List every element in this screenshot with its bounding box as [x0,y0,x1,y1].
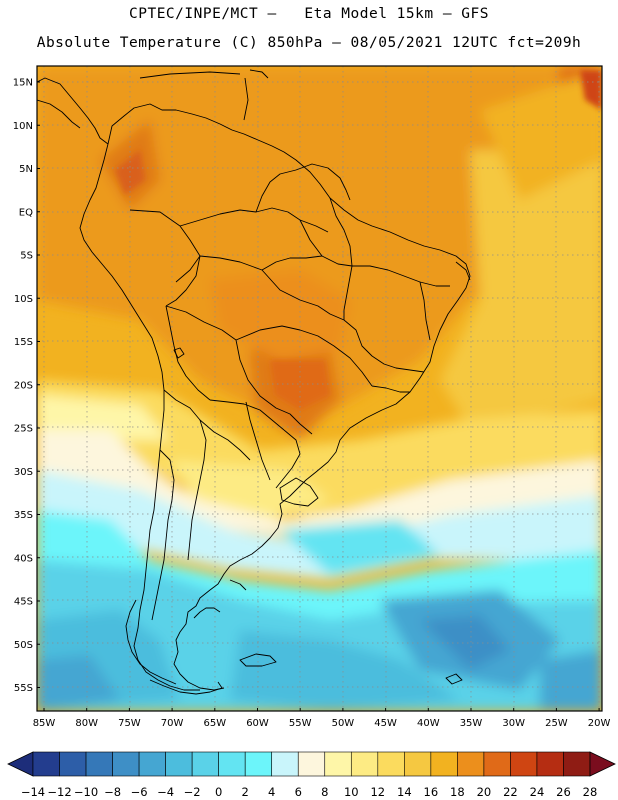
colorbar-label: 10 [344,785,359,799]
lat-label: 25S [14,424,33,435]
lat-label: 55S [14,683,33,694]
lon-label: 70W [161,718,184,729]
lon-label: 80W [75,718,98,729]
colorbar-swatch [32,751,60,777]
colorbar-swatch [59,751,87,777]
colorbar-label: 24 [530,785,545,799]
colorbar-swatch [483,751,511,777]
map-title-line-1: CPTEC/INPE/MCT – Eta Model 15km – GFS [129,6,489,22]
colorbar-label: 14 [397,785,412,799]
lon-label: 20W [588,718,611,729]
lon-label: 25W [545,718,568,729]
colorbar-label: −2 [184,785,201,799]
lat-label: 30S [14,467,33,478]
lat-label: 5N [19,164,33,175]
lat-label: 10S [14,294,33,305]
longitude-labels: 85W 80W 75W 70W 65W 60W 55W 50W 45W 40W 35W 30W 25W 2… [33,708,611,729]
colorbar-swatch [112,751,140,777]
colorbar-swatch [138,751,166,777]
colorbar-swatch [297,751,326,777]
colorbar-swatch [218,751,246,777]
lon-label: 55W [289,718,312,729]
lon-label: 35W [460,718,483,729]
colorbar-swatch [377,751,405,777]
lat-label: 50S [14,640,33,651]
colorbar-label: −8 [104,785,121,799]
colorbar-swatch [430,751,458,777]
lat-label: 40S [14,553,33,564]
colorbar-swatch [563,751,591,777]
colorbar-swatch [324,751,352,777]
colorbar-swatch [350,751,379,777]
colorbar-label: 8 [321,785,328,799]
lon-label: 75W [118,718,141,729]
colorbar-swatch [244,751,273,777]
colorbar-label: 18 [450,785,465,799]
colorbar: −14 −12 −10 −8 −6 −4 −2 0 2 4 6 8 10 12 14 16 18 20 22 24 26… [7,751,616,799]
colorbar-label: −10 [74,785,98,799]
lon-label: 50W [332,718,355,729]
colorbar-swatch [271,751,299,777]
lat-label: 15S [14,337,33,348]
colorbar-label: 6 [295,785,302,799]
colorbar-label: 2 [242,785,249,799]
lat-label: 35S [14,510,33,521]
lat-label: 45S [14,597,33,608]
colorbar-label: 22 [503,785,518,799]
temperature-field [37,66,602,711]
colorbar-label: −14 [21,785,45,799]
colorbar-swatch [536,751,564,777]
lat-label: 10N [13,121,33,132]
map-frame [36,65,603,712]
lon-label: 85W [33,718,56,729]
colorbar-under-arrow [7,751,34,777]
colorbar-swatch [404,751,432,777]
lon-label: 30W [502,718,525,729]
coastlines [37,69,471,695]
lat-label: 15N [13,78,33,89]
colorbar-label: 0 [215,785,222,799]
map-title-line-2: Absolute Temperature (C) 850hPa – 08/05/… [36,35,582,51]
colorbar-label: 12 [370,785,385,799]
colorbar-label: 4 [268,785,275,799]
colorbar-label: −12 [47,785,71,799]
colorbar-swatch [165,751,193,777]
colorbar-swatch [85,751,113,777]
colorbar-label: 20 [477,785,492,799]
colorbar-label: 16 [424,785,439,799]
colorbar-swatch [191,751,219,777]
colorbar-swatch [457,751,485,777]
colorbar-swatch [510,751,538,777]
latitude-labels: 15N 10N 5N EQ 5S 10S 15S 20S 25S 30S 35S 40S 45S 50S 5… [13,78,40,694]
lat-label: 20S [14,380,33,391]
lon-label: 65W [203,718,226,729]
lat-label: EQ [19,207,33,218]
lon-label: 60W [246,718,269,729]
colorbar-label: −6 [131,785,148,799]
colorbar-label: 28 [583,785,598,799]
colorbar-label: 26 [556,785,571,799]
lat-lon-grid [37,66,602,711]
colorbar-over-arrow [589,751,616,777]
lat-label: 5S [20,251,33,262]
lon-label: 40W [417,718,440,729]
colorbar-label: −4 [157,785,174,799]
lon-label: 45W [374,718,397,729]
